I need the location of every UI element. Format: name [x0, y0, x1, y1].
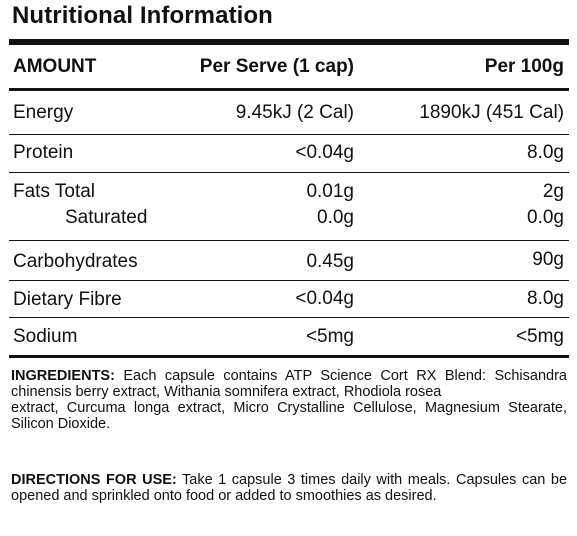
- row-carbohydrates-name: Carbohydrates: [13, 251, 138, 272]
- row-sodium-per-serve: <5mg: [305, 326, 354, 347]
- directions-block: DIRECTIONS FOR USE: Take 1 capsule 3 tim…: [11, 472, 567, 504]
- ingredients-block: INGREDIENTS: Each capsule contains ATP S…: [11, 368, 567, 432]
- row-fats-total-per-serve: 0.01g: [306, 181, 354, 202]
- directions-label: DIRECTIONS FOR USE:: [11, 472, 177, 488]
- ingredients-text-continued: extract, Curcuma longa extract, Micro Cr…: [11, 400, 567, 432]
- row-protein-per-100g: 8.0g: [527, 142, 564, 163]
- row-dietary-fibre-name: Dietary Fibre: [13, 289, 122, 310]
- header-amount: AMOUNT: [13, 56, 97, 77]
- top-divider: [9, 39, 569, 45]
- header-divider: [9, 88, 569, 91]
- row-carbohydrates-per-100g: 90g: [532, 249, 564, 270]
- row-dietary-fibre-per-serve: <0.04g: [295, 288, 354, 309]
- ingredients-label: INGREDIENTS:: [11, 368, 115, 384]
- row-sodium-name: Sodium: [13, 326, 78, 347]
- header-per-100g: Per 100g: [484, 56, 564, 77]
- row-dietary-fibre-per-100g: 8.0g: [527, 288, 564, 309]
- row-saturated-per-serve: 0.0g: [317, 207, 354, 228]
- row-sodium-per-100g: <5mg: [515, 326, 564, 347]
- row-fats-total-per-100g: 2g: [542, 181, 564, 202]
- row-divider: [9, 172, 569, 173]
- row-energy-per-100g: 1890kJ (451 Cal): [419, 102, 564, 123]
- row-saturated-name: Saturated: [65, 207, 148, 228]
- header-per-serve: Per Serve (1 cap): [199, 56, 354, 77]
- table-bottom-divider: [9, 355, 569, 358]
- row-divider: [9, 280, 569, 281]
- row-fats-total-name: Fats Total: [13, 181, 96, 202]
- ingredients-text: Each capsule contains ATP Science Cort R…: [11, 368, 567, 400]
- row-divider: [9, 134, 569, 135]
- row-saturated-per-100g: 0.0g: [527, 207, 564, 228]
- directions-text: Take 1 capsule 3 times daily with meals.…: [11, 472, 568, 504]
- row-energy-name: Energy: [13, 102, 74, 123]
- row-protein-per-serve: <0.04g: [295, 142, 354, 163]
- row-carbohydrates-per-serve: 0.45g: [306, 251, 354, 272]
- row-energy-per-serve: 9.45kJ (2 Cal): [235, 102, 354, 123]
- row-divider: [9, 317, 569, 318]
- row-protein-name: Protein: [13, 142, 74, 163]
- page-title: Nutritional Information: [12, 2, 273, 29]
- row-divider: [9, 240, 569, 241]
